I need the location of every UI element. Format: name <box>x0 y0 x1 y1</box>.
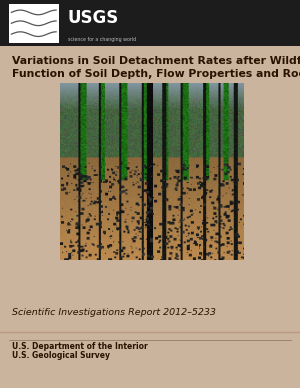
Text: U.S. Department of the Interior: U.S. Department of the Interior <box>12 342 148 351</box>
Bar <box>9 4 58 43</box>
Text: USGS: USGS <box>68 9 119 27</box>
Text: U.S. Geological Survey: U.S. Geological Survey <box>12 351 110 360</box>
Text: science for a changing world: science for a changing world <box>68 37 136 42</box>
Bar <box>0 0 300 46</box>
Text: Variations in Soil Detachment Rates after Wildfire as a
Function of Soil Depth, : Variations in Soil Detachment Rates afte… <box>12 56 300 79</box>
Text: Scientific Investigations Report 2012–5233: Scientific Investigations Report 2012–52… <box>12 308 216 317</box>
